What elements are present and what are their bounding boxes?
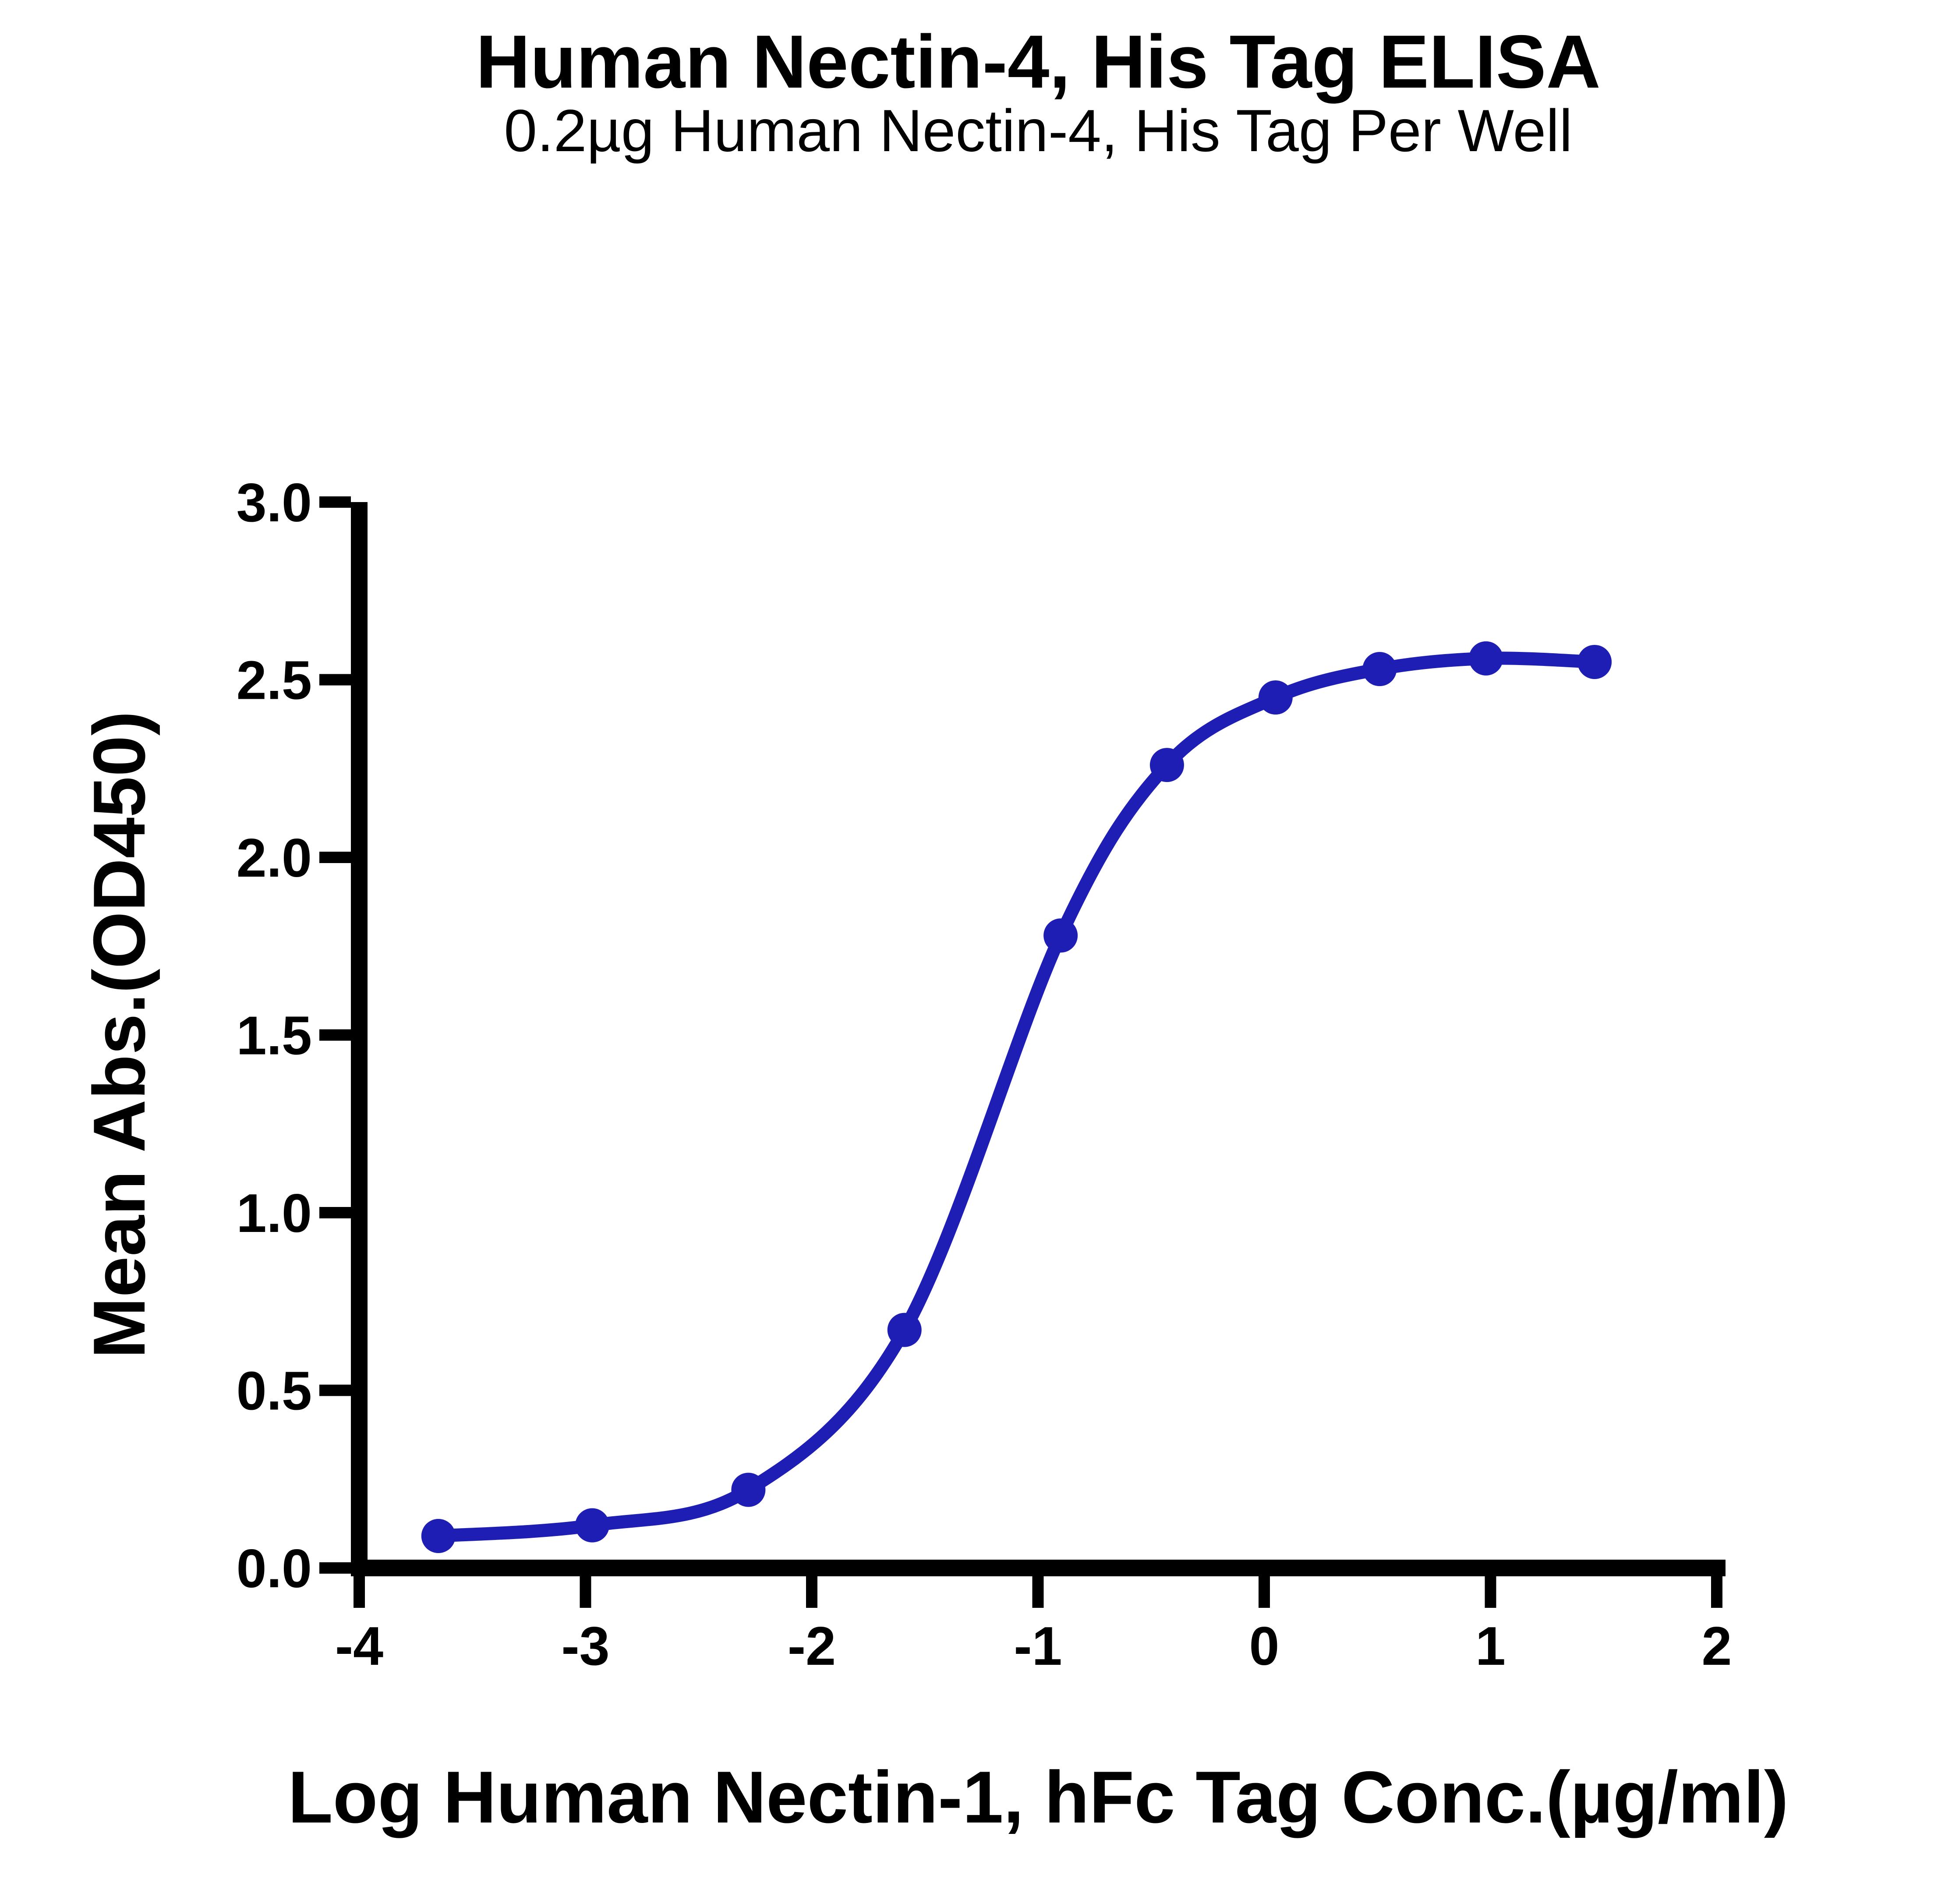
x-tick-label: 0 — [1249, 1616, 1280, 1677]
x-tick-label: -3 — [561, 1616, 609, 1677]
chart-title: Human Nectin-4, His Tag ELISA — [476, 20, 1601, 104]
axes — [351, 502, 1726, 1576]
data-point — [1577, 644, 1612, 679]
data-point — [1043, 918, 1078, 953]
y-tick-label: 2.0 — [237, 828, 312, 888]
y-axis-tick-labels: 0.0 0.5 1.0 1.5 2.0 2.5 3.0 — [237, 473, 312, 1599]
x-axis-ticks — [354, 1576, 1722, 1608]
data-point — [1469, 641, 1503, 676]
fit-curve — [431, 651, 1602, 1543]
data-point — [575, 1508, 609, 1543]
x-axis-tick-labels: -4 -3 -2 -1 0 1 2 — [335, 1616, 1732, 1677]
x-tick-label: -1 — [1014, 1616, 1062, 1677]
dose-response-curve — [421, 641, 1612, 1554]
chart-subtitle: 0.2µg Human Nectin-4, His Tag Per Well — [504, 97, 1572, 164]
y-tick-label: 1.5 — [237, 1006, 312, 1066]
y-axis-title: Mean Abs.(OD450) — [78, 711, 160, 1359]
y-axis-ticks — [319, 496, 351, 1574]
y-tick-label: 0.0 — [237, 1539, 312, 1599]
data-point — [1149, 748, 1184, 782]
x-axis-title: Log Human Nectin-1, hFc Tag Conc.(µg/ml) — [288, 1756, 1789, 1838]
y-tick-label: 3.0 — [237, 473, 312, 533]
data-point — [421, 1519, 456, 1554]
x-tick-label: -4 — [335, 1616, 383, 1677]
x-tick-label: -2 — [788, 1616, 836, 1677]
data-point — [887, 1313, 922, 1347]
y-tick-label: 0.5 — [237, 1361, 312, 1422]
y-tick-label: 2.5 — [237, 651, 312, 711]
data-point — [731, 1472, 766, 1507]
x-tick-label: 2 — [1702, 1616, 1732, 1677]
y-tick-label: 1.0 — [237, 1183, 312, 1244]
data-point — [1258, 680, 1293, 715]
data-point — [1362, 652, 1397, 687]
x-tick-label: 1 — [1475, 1616, 1506, 1677]
